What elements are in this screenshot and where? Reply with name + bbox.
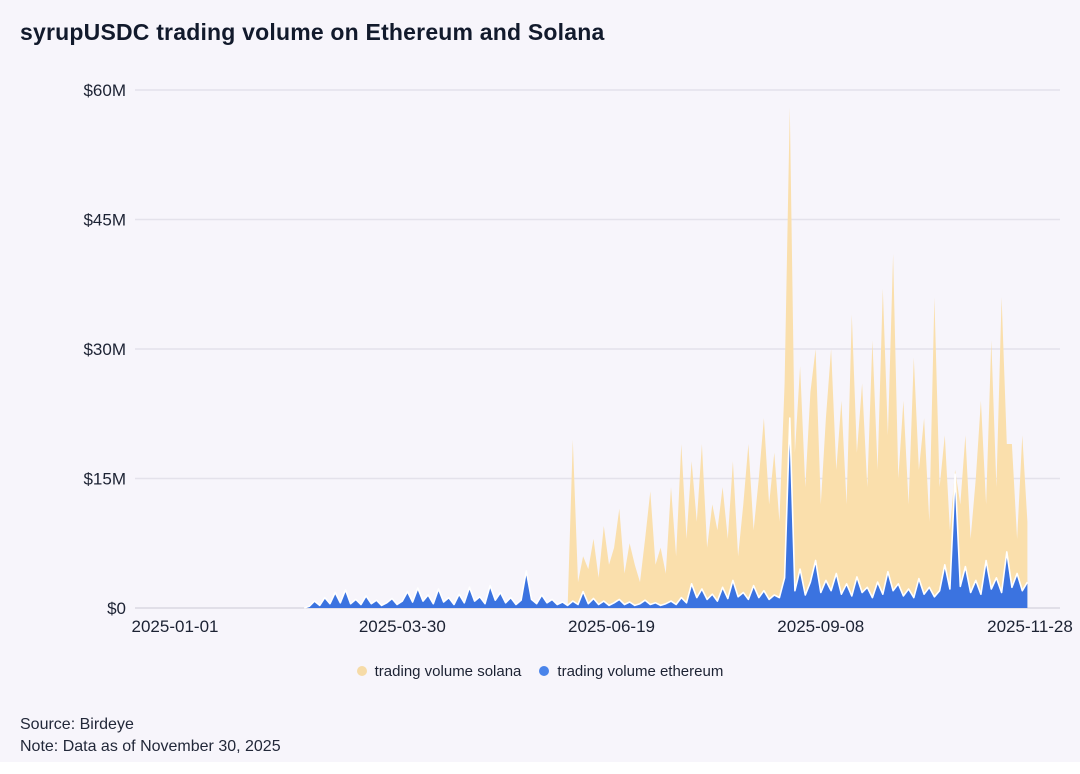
y-axis-tick-label: $45M xyxy=(83,211,126,230)
ethereum-area-outline xyxy=(303,417,1029,609)
chart-legend: trading volume solana trading volume eth… xyxy=(0,659,1080,683)
volume-area-chart: $0 $15M $30M $45M $60M 2025-01-01 2025-03-30 20… xyxy=(83,81,1073,636)
legend-item-solana: trading volume solana xyxy=(356,662,522,680)
y-axis-tick-label: $60M xyxy=(83,81,126,100)
y-axis-tick-label: $0 xyxy=(107,599,126,618)
x-axis-tick-label: 2025-09-08 xyxy=(777,617,864,636)
y-axis-tick-label: $30M xyxy=(83,340,126,359)
footer-source: Source: Birdeye xyxy=(20,716,134,733)
ethereum-legend-dot-icon xyxy=(539,666,550,676)
chart-footer: Source: Birdeye Note: Data as of Novembe… xyxy=(20,714,281,758)
y-axis-tick-label: $15M xyxy=(83,470,126,489)
x-axis-tick-label: 2025-03-30 xyxy=(359,617,446,636)
legend-label-ethereum: trading volume ethereum xyxy=(557,662,724,680)
solana-legend-dot-icon xyxy=(356,666,367,676)
x-axis-tick-label: 2025-06-19 xyxy=(568,617,655,636)
footer-note: Note: Data as of November 30, 2025 xyxy=(20,738,281,755)
chart-title: syrupUSDC trading volume on Ethereum and… xyxy=(20,19,605,45)
legend-label-solana: trading volume solana xyxy=(374,662,522,680)
x-axis-tick-label: 2025-11-28 xyxy=(987,617,1073,636)
bottom-white-strip xyxy=(0,762,1080,774)
solana-area-fill xyxy=(567,107,1028,609)
legend-item-ethereum: trading volume ethereum xyxy=(539,663,723,680)
x-axis-tick-label: 2025-01-01 xyxy=(132,617,219,636)
ethereum-area-fill xyxy=(304,418,1028,608)
